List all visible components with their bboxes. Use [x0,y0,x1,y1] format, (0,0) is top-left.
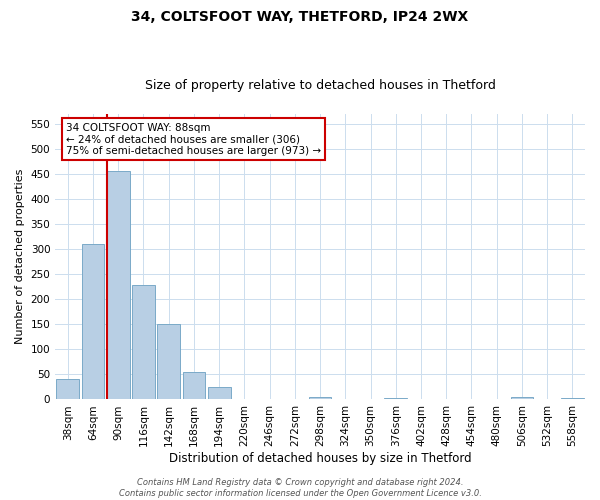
Bar [385,398,407,400]
Text: 34, COLTSFOOT WAY, THETFORD, IP24 2WX: 34, COLTSFOOT WAY, THETFORD, IP24 2WX [131,10,469,24]
Title: Size of property relative to detached houses in Thetford: Size of property relative to detached ho… [145,79,496,92]
Bar [82,244,104,400]
Bar [208,387,230,400]
Bar [157,324,180,400]
Bar [561,398,584,400]
X-axis label: Distribution of detached houses by size in Thetford: Distribution of detached houses by size … [169,452,472,465]
Y-axis label: Number of detached properties: Number of detached properties [15,169,25,344]
Bar [182,372,205,400]
Bar [56,380,79,400]
Text: 34 COLTSFOOT WAY: 88sqm
← 24% of detached houses are smaller (306)
75% of semi-d: 34 COLTSFOOT WAY: 88sqm ← 24% of detache… [66,122,321,156]
Bar [107,171,130,400]
Bar [511,397,533,400]
Text: Contains HM Land Registry data © Crown copyright and database right 2024.
Contai: Contains HM Land Registry data © Crown c… [119,478,481,498]
Bar [132,286,155,400]
Bar [309,397,331,400]
